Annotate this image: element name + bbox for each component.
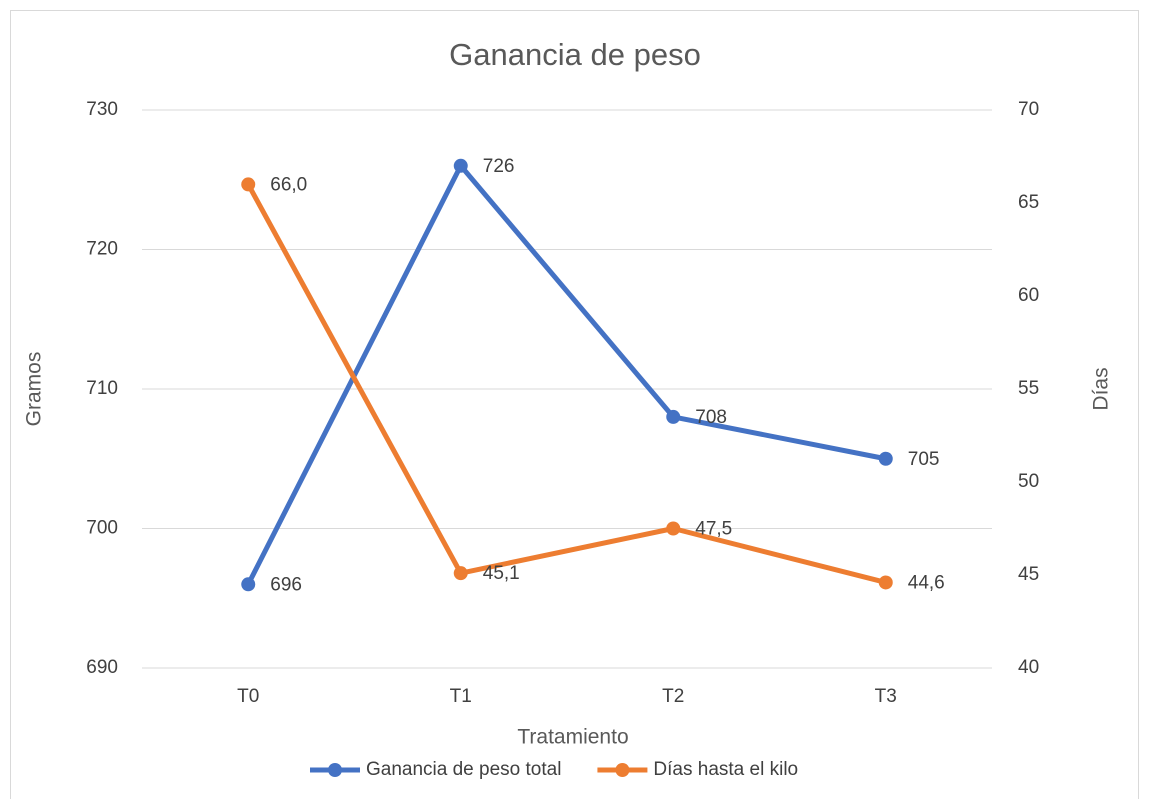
x-tick-label: T3 bbox=[875, 686, 897, 707]
data-point bbox=[453, 158, 468, 173]
data-label: 66,0 bbox=[270, 174, 307, 195]
y-tick-label: 690 bbox=[86, 657, 118, 678]
data-point bbox=[241, 177, 256, 192]
y2-tick-label: 70 bbox=[1018, 99, 1039, 120]
data-point bbox=[453, 566, 468, 581]
data-label: 705 bbox=[908, 449, 940, 470]
data-point bbox=[241, 577, 256, 592]
y2-tick-label: 60 bbox=[1018, 285, 1039, 306]
legend-label: Ganancia de peso total bbox=[366, 759, 561, 780]
legend-marker bbox=[328, 763, 342, 777]
data-label: 726 bbox=[483, 156, 515, 177]
data-label: 696 bbox=[270, 574, 302, 595]
chart-frame bbox=[10, 10, 1139, 799]
data-label: 45,1 bbox=[483, 563, 520, 584]
data-label: 44,6 bbox=[908, 572, 945, 593]
data-point bbox=[878, 575, 893, 590]
y2-tick-label: 45 bbox=[1018, 564, 1039, 585]
x-tick-label: T2 bbox=[662, 686, 684, 707]
y2-tick-label: 40 bbox=[1018, 657, 1039, 678]
data-label: 47,5 bbox=[695, 519, 732, 540]
data-point bbox=[878, 451, 893, 466]
y-axis-title: Gramos bbox=[23, 352, 46, 427]
x-axis-title: Tratamiento bbox=[517, 726, 628, 749]
x-tick-label: T0 bbox=[237, 686, 259, 707]
y2-axis-title: Días bbox=[1090, 367, 1113, 410]
data-point bbox=[666, 521, 681, 536]
y-tick-label: 730 bbox=[86, 99, 118, 120]
legend-label: Días hasta el kilo bbox=[653, 759, 798, 780]
y-tick-label: 720 bbox=[86, 239, 118, 260]
y2-tick-label: 50 bbox=[1018, 471, 1039, 492]
x-tick-label: T1 bbox=[450, 686, 472, 707]
legend-marker bbox=[615, 763, 630, 777]
data-label: 708 bbox=[695, 407, 727, 428]
y2-tick-label: 65 bbox=[1018, 192, 1039, 213]
y-tick-label: 700 bbox=[86, 518, 118, 539]
chart-title: Ganancia de peso bbox=[449, 37, 701, 72]
y-tick-label: 710 bbox=[86, 378, 118, 399]
series-line bbox=[246, 183, 887, 585]
data-point bbox=[666, 409, 681, 424]
y2-tick-label: 55 bbox=[1018, 378, 1039, 399]
